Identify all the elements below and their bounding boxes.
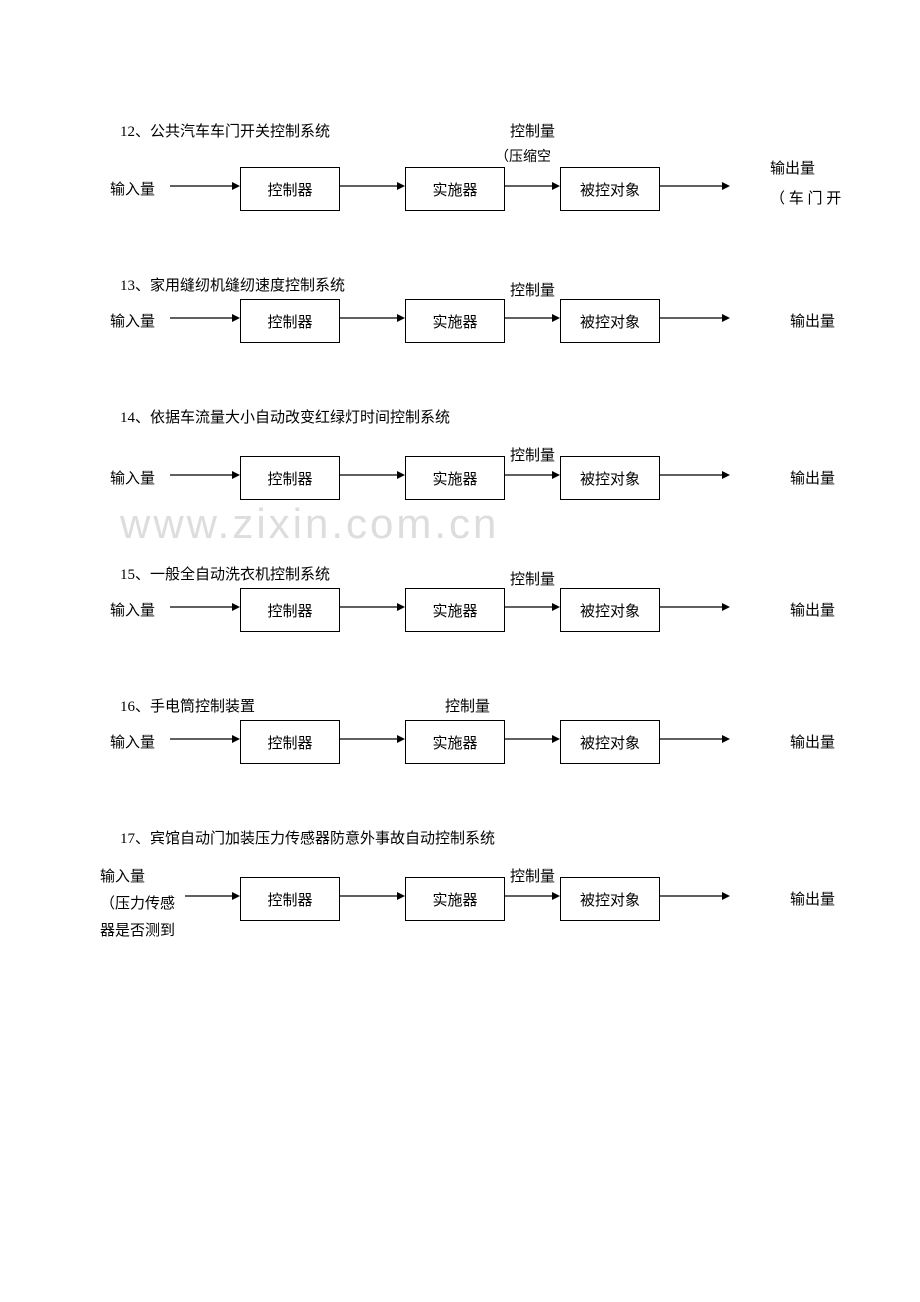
controlled-box: 被控对象: [560, 167, 660, 211]
input-label: 输入量: [110, 178, 170, 199]
input-label: 输入量 （压力传感 器是否测到: [100, 864, 200, 945]
section-13: 13、家用缝纫机缝纫速度控制系统控制量输入量 控制器 实施器 被控对象 输出量: [100, 274, 820, 346]
controller-box: 控制器: [240, 456, 340, 500]
diagram-row: 输入量 控制器 实施器 被控对象 输出量 （ 车 门 开: [100, 164, 820, 214]
diagram-row: 输入量 （压力传感 器是否测到 控制器 实施器 被控对象 输出量: [100, 874, 820, 924]
actuator-box: 实施器: [405, 456, 505, 500]
actuator-box: 实施器: [405, 588, 505, 632]
controlled-box: 被控对象: [560, 877, 660, 921]
control-sub-label: （压缩空: [495, 146, 551, 166]
input-label: 输入量: [110, 467, 170, 488]
section-14: 14、依据车流量大小自动改变红绿灯时间控制系统控制量输入量 控制器 实施器 被控…: [100, 406, 820, 503]
controlled-box: 被控对象: [560, 456, 660, 500]
input-label: 输入量: [110, 599, 170, 620]
controller-box: 控制器: [240, 877, 340, 921]
diagram-row: 输入量 控制器 实施器 被控对象 输出量: [100, 717, 820, 767]
control-qty-label: 控制量: [445, 695, 490, 716]
output-label: 输出量: [790, 467, 835, 488]
diagram-row: 输入量 控制器 实施器 被控对象 输出量: [100, 296, 820, 346]
section-17: 17、宾馆自动门加装压力传感器防意外事故自动控制系统控制量 输入量 （压力传感 …: [100, 827, 820, 924]
section-title: 12、公共汽车车门开关控制系统: [120, 120, 330, 141]
section-16: 16、手电筒控制装置 控制量输入量 控制器 实施器 被控对象 输出量: [100, 695, 820, 767]
section-12: 12、公共汽车车门开关控制系统控制量（压缩空输入量 控制器 实施器 被控对象 输…: [100, 120, 820, 214]
controlled-box: 被控对象: [560, 299, 660, 343]
output-label: 输出量: [790, 599, 835, 620]
output-label: 输出量: [790, 888, 835, 909]
controlled-box: 被控对象: [560, 720, 660, 764]
diagram-row: 输入量 控制器 实施器 被控对象 输出量: [100, 453, 820, 503]
section-title: 15、一般全自动洗衣机控制系统: [120, 563, 330, 584]
output-label: 输出量: [790, 310, 835, 331]
actuator-box: 实施器: [405, 299, 505, 343]
controlled-box: 被控对象: [560, 588, 660, 632]
diagram-row: 输入量 控制器 实施器 被控对象 输出量: [100, 585, 820, 635]
control-qty-label: 控制量: [510, 120, 555, 141]
page-content: 12、公共汽车车门开关控制系统控制量（压缩空输入量 控制器 实施器 被控对象 输…: [100, 120, 820, 924]
section-title: 13、家用缝纫机缝纫速度控制系统: [120, 274, 345, 295]
controller-box: 控制器: [240, 167, 340, 211]
section-15: 15、一般全自动洗衣机控制系统控制量输入量 控制器 实施器 被控对象 输出量: [100, 563, 820, 635]
output-label: 输出量 （ 车 门 开: [770, 154, 850, 214]
actuator-box: 实施器: [405, 877, 505, 921]
controller-box: 控制器: [240, 720, 340, 764]
input-label: 输入量: [110, 731, 170, 752]
controller-box: 控制器: [240, 588, 340, 632]
section-title: 17、宾馆自动门加装压力传感器防意外事故自动控制系统: [120, 827, 495, 848]
actuator-box: 实施器: [405, 720, 505, 764]
section-title: 16、手电筒控制装置: [120, 695, 255, 716]
controller-box: 控制器: [240, 299, 340, 343]
actuator-box: 实施器: [405, 167, 505, 211]
input-label: 输入量: [110, 310, 170, 331]
output-label: 输出量: [790, 731, 835, 752]
section-title: 14、依据车流量大小自动改变红绿灯时间控制系统: [120, 406, 450, 427]
